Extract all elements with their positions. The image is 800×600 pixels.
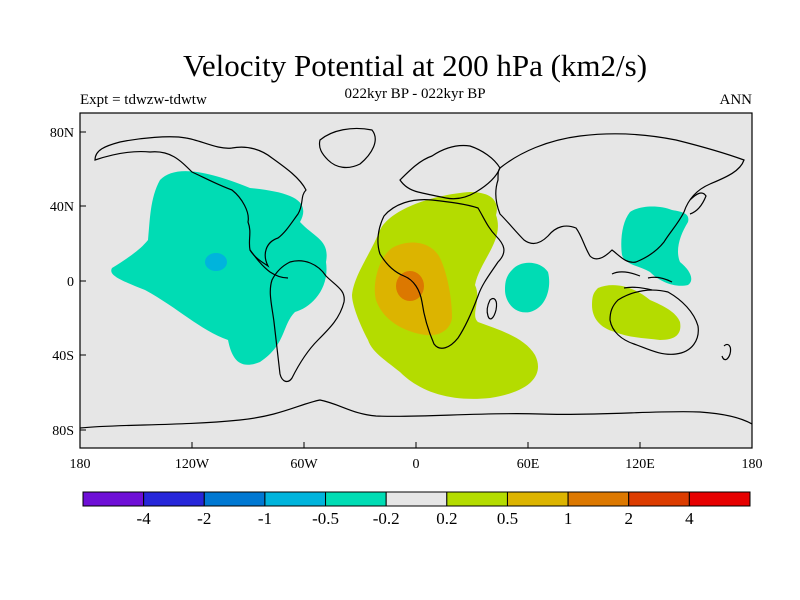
lat-label-40s: 40S <box>52 349 74 364</box>
colorbar-box <box>385 491 448 507</box>
coastline-asia <box>495 133 745 263</box>
colorbar-box <box>82 491 145 507</box>
colorbar-label: -1 <box>258 509 272 528</box>
coastline-north-america <box>94 136 307 268</box>
colorbar-label: 1 <box>564 509 573 528</box>
coastline-madagascar <box>486 297 498 320</box>
lon-label-120w: 120W <box>175 457 210 472</box>
plot-subtitle: 022kyr BP - 022kyr BP <box>344 86 486 102</box>
lat-label-80s: 80S <box>52 424 74 439</box>
colorbar-label: 0.2 <box>436 509 457 528</box>
latitude-labels: 80N 40N 0 40S 80S <box>50 126 74 439</box>
colorbar-box <box>688 491 751 507</box>
lon-label-180e: 180 <box>742 457 763 472</box>
negative-core-east-pacific <box>205 253 227 271</box>
lon-label-120e: 120E <box>625 457 655 472</box>
coastlines <box>80 127 752 429</box>
lat-label-0: 0 <box>67 275 74 290</box>
colorbar-box <box>506 491 569 507</box>
axis-ticks <box>79 131 753 448</box>
colorbar-box <box>264 491 327 507</box>
negative-region-indian-ocean <box>505 262 550 313</box>
longitude-labels: 180 120W 60W 0 60E 120E 180 <box>70 457 763 472</box>
coastline-greenland <box>318 127 376 169</box>
colorbar-box <box>628 491 690 507</box>
season-label: ANN <box>719 92 753 108</box>
colorbar-box <box>143 491 205 507</box>
colorbar-label: -2 <box>197 509 211 528</box>
coastline-new-zealand <box>721 343 732 361</box>
lat-label-80n: 80N <box>50 126 74 141</box>
coastline-africa <box>377 199 505 349</box>
colorbar-label: 0.5 <box>497 509 518 528</box>
colorbar-label: -0.5 <box>312 509 339 528</box>
colorbar-label: -0.2 <box>373 509 400 528</box>
plot-title: Velocity Potential at 200 hPa (km2/s) <box>182 48 648 83</box>
coastline-australia <box>609 289 699 355</box>
colorbar-label: 4 <box>685 509 694 528</box>
coastline-central-america <box>249 249 289 279</box>
coastline-japan <box>689 192 707 215</box>
colorbar: -4 -2 -1 -0.5 -0.2 0.2 0.5 1 2 4 <box>82 491 751 528</box>
lat-label-40n: 40N <box>50 200 74 215</box>
colorbar-box <box>446 491 508 507</box>
colorbar-boxes <box>82 491 751 507</box>
positive-region-australia <box>592 285 681 340</box>
coastline-antarctica <box>80 399 752 429</box>
lon-label-60e: 60E <box>517 457 540 472</box>
lon-label-180w: 180 <box>70 457 91 472</box>
negative-region-west-pacific <box>621 206 692 286</box>
colorbar-box <box>567 491 630 507</box>
positive-core-africa <box>396 271 424 301</box>
coastline-europe <box>399 144 501 200</box>
coastline-south-america <box>269 260 345 383</box>
colorbar-box <box>203 491 266 507</box>
colorbar-label: 2 <box>624 509 633 528</box>
lon-label-0: 0 <box>413 457 420 472</box>
colorbar-labels: -4 -2 -1 -0.5 -0.2 0.2 0.5 1 2 4 <box>137 509 695 528</box>
lon-label-60w: 60W <box>290 457 318 472</box>
colorbar-label: -4 <box>137 509 152 528</box>
colorbar-box <box>325 491 387 507</box>
experiment-label: Expt = tdwzw-tdwtw <box>80 92 207 108</box>
